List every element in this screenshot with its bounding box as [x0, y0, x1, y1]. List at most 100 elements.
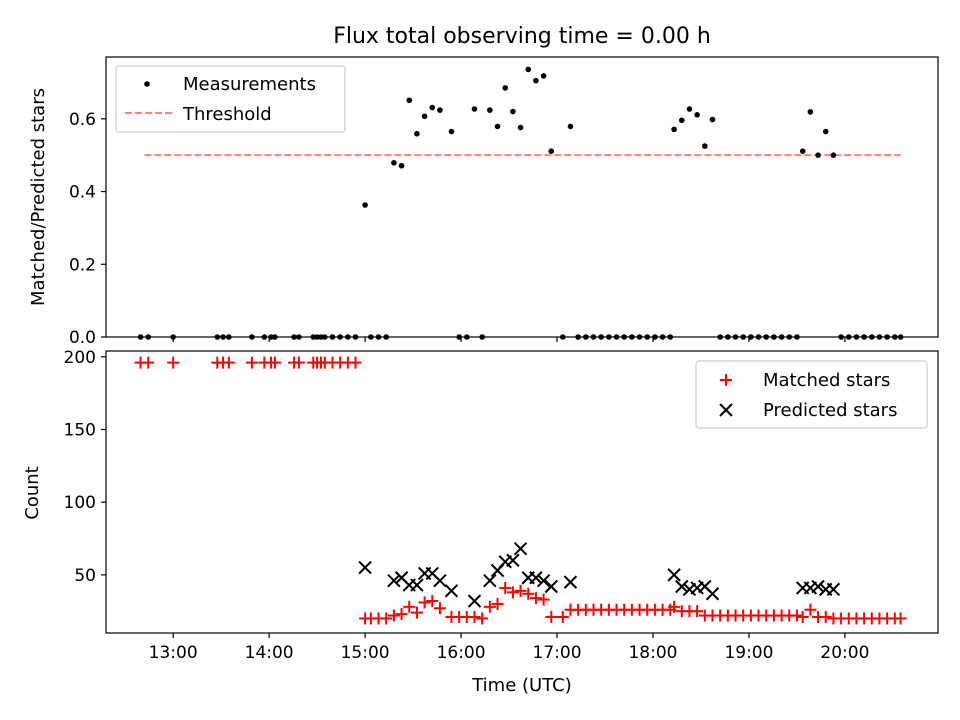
measurement-point: [391, 160, 397, 166]
matched-star-point: [819, 611, 832, 624]
matched-star-point: [499, 581, 512, 594]
measurement-point: [567, 123, 574, 130]
measurement-point: [822, 128, 829, 135]
matched-star-point: [804, 603, 817, 616]
bottom-y-tick-label: 150: [64, 420, 96, 440]
measurement-point: [517, 124, 524, 131]
matched-star-point: [292, 356, 305, 369]
bottom-plot-marks: [134, 356, 907, 625]
bottom-plot-frame: [105, 350, 939, 634]
x-tick-label: 13:00: [149, 643, 198, 663]
measurement-point: [471, 106, 478, 112]
x-tick-label: 14:00: [245, 643, 294, 663]
measurement-point: [525, 66, 532, 73]
measurement-point: [709, 116, 716, 123]
predicted-star-point: [467, 594, 482, 608]
measurement-point: [686, 106, 693, 112]
measurement-point: [494, 123, 501, 130]
predicted-star-point: [529, 571, 543, 585]
matched-star-point: [268, 356, 281, 369]
x-tick-label: 18:00: [628, 643, 677, 663]
bottom-y-tick-label: 100: [64, 493, 96, 513]
matched-star-point: [691, 605, 704, 618]
matched-star-point: [380, 612, 393, 625]
measurement-point: [815, 152, 821, 158]
top-x-ticks: [172, 337, 846, 342]
x-axis-label: Time (UTC): [471, 675, 572, 696]
measurement-point: [678, 117, 685, 124]
measurement-point: [548, 148, 555, 154]
bottom-y-ticks: 50 100 150 200: [64, 348, 106, 586]
matched-star-point: [476, 612, 489, 625]
bottom-panel: 50 100 150 200 13:00 14:00 15:00 16:00 17:00 18:…: [22, 348, 939, 696]
matched-star-point: [142, 356, 155, 369]
measurement-point: [540, 73, 547, 79]
predicted-star-point: [536, 573, 551, 588]
predicted-star-point: [513, 541, 528, 556]
matched-star-point: [894, 612, 907, 625]
predicted-star-point: [667, 568, 681, 582]
predicted-star-point: [675, 579, 689, 594]
predicted-star-point: [563, 575, 578, 589]
x-tick-label: 16:00: [437, 643, 486, 663]
legend-threshold-label: Threshold: [182, 104, 272, 125]
predicted-star-point: [826, 582, 841, 597]
top-y-tick-label: 0.6: [69, 110, 96, 130]
matched-star-point: [395, 608, 408, 621]
measurement-point: [502, 85, 509, 91]
top-y-tick-label: 0.4: [69, 183, 96, 203]
legend-measurements-label: Measurements: [183, 74, 316, 95]
bottom-x-ticks: 13:00 14:00 15:00 16:00 17:00 18:00 19:00 20:00: [149, 633, 869, 663]
matched-star-point: [491, 597, 504, 610]
x-tick-label: 20:00: [820, 643, 869, 663]
bottom-y-tick-label: 200: [64, 348, 96, 368]
bottom-y-tick-label: 50: [74, 566, 96, 586]
top-y-tick-label: 0.0: [69, 328, 96, 348]
top-y-tick-label: 0.2: [69, 255, 96, 275]
legend-predicted-label: Predicted stars: [763, 400, 897, 421]
matched-star-point: [529, 592, 542, 605]
measurement-point: [807, 109, 814, 115]
x-tick-label: 17:00: [533, 643, 582, 663]
matched-star-point: [545, 611, 558, 624]
predicted-star-point: [506, 553, 520, 568]
top-y-axis-label: Matched/Predicted stars: [28, 88, 49, 306]
measurement-point: [694, 112, 700, 118]
legend-matched-label: Matched stars: [763, 370, 890, 391]
matched-star-point: [483, 600, 496, 613]
measurement-point: [510, 108, 516, 115]
predicted-star-point: [444, 584, 459, 598]
x-tick-label: 15:00: [341, 643, 390, 663]
bottom-y-axis-label: Count: [22, 466, 43, 519]
predicted-star-point: [483, 573, 497, 588]
top-y-ticks: 0.0 0.2 0.4 0.6: [69, 110, 106, 348]
matched-star-point: [403, 600, 416, 613]
top-legend-box: [115, 65, 346, 133]
measurement-point: [398, 162, 405, 169]
measurement-point: [830, 152, 837, 158]
matched-star-point: [668, 600, 681, 613]
legend-predicted-marker: [719, 403, 733, 417]
matched-star-point: [418, 596, 431, 609]
bottom-legend: Matched stars Predicted stars: [695, 360, 928, 429]
predicted-star-point: [433, 573, 447, 588]
matched-star-point: [426, 595, 439, 608]
measurement-point: [437, 107, 443, 113]
predicted-star-point: [544, 579, 558, 594]
predicted-star-point: [387, 573, 401, 588]
measurement-point: [429, 104, 436, 111]
top-plot-marks: [137, 66, 904, 340]
matched-star-point: [796, 611, 809, 624]
measurement-point: [414, 130, 420, 137]
matched-star-point: [514, 584, 527, 597]
measurement-point: [406, 97, 413, 104]
matched-star-point: [387, 609, 400, 622]
measurement-point: [362, 202, 368, 208]
legend-measurements-marker: [144, 81, 150, 87]
matched-star-point: [790, 609, 803, 622]
measurement-point: [799, 148, 806, 154]
measurement-point: [448, 128, 455, 135]
matched-star-point: [167, 356, 180, 369]
measurement-point: [702, 143, 708, 149]
matched-star-point: [410, 606, 423, 619]
